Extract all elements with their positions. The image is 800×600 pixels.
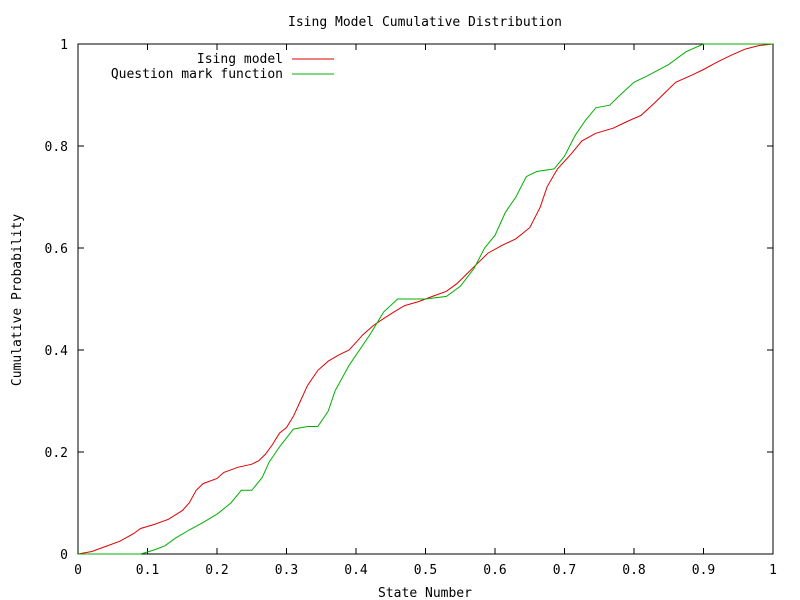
series-lines bbox=[77, 43, 774, 555]
y-tick-label: 0.8 bbox=[45, 140, 68, 155]
series-line-2 bbox=[78, 43, 773, 555]
x-tick-label: 0.9 bbox=[692, 563, 715, 578]
legend-label-2: Question mark function bbox=[111, 67, 283, 82]
x-tick-label: 0.1 bbox=[136, 563, 159, 578]
series-line-1 bbox=[77, 43, 774, 555]
y-tick-label: 1 bbox=[60, 38, 68, 53]
y-tick-label: 0.2 bbox=[45, 446, 68, 461]
y-tick-label: 0 bbox=[60, 548, 68, 563]
y-tick-label: 0.6 bbox=[45, 242, 68, 257]
x-tick-label: 0.4 bbox=[344, 563, 368, 578]
x-tick-label: 1 bbox=[769, 563, 777, 578]
y-tick-label: 0.4 bbox=[45, 344, 69, 359]
plot-area: 0 0.1 0.2 0.3 0.4 0.5 0.6 0.7 0.8 0.9 1 0 0.2 0.4 0.6 0… bbox=[45, 38, 777, 578]
x-tick-label: 0.8 bbox=[622, 563, 645, 578]
x-tick-label: 0 bbox=[74, 563, 82, 578]
x-tick-label: 0.3 bbox=[275, 563, 298, 578]
axis-ticks: 0 0.1 0.2 0.3 0.4 0.5 0.6 0.7 0.8 0.9 1 0 0.2 0.4 0.6 0… bbox=[45, 38, 777, 578]
x-tick-label: 0.7 bbox=[553, 563, 576, 578]
y-axis-label: Cumulative Probability bbox=[10, 214, 25, 386]
chart-title: Ising Model Cumulative Distribution bbox=[288, 15, 562, 30]
x-tick-label: 0.2 bbox=[205, 563, 228, 578]
x-tick-label: 0.6 bbox=[483, 563, 506, 578]
legend-label-1: Ising model bbox=[197, 52, 283, 67]
x-tick-label: 0.5 bbox=[414, 563, 437, 578]
x-axis-label: State Number bbox=[378, 586, 472, 600]
